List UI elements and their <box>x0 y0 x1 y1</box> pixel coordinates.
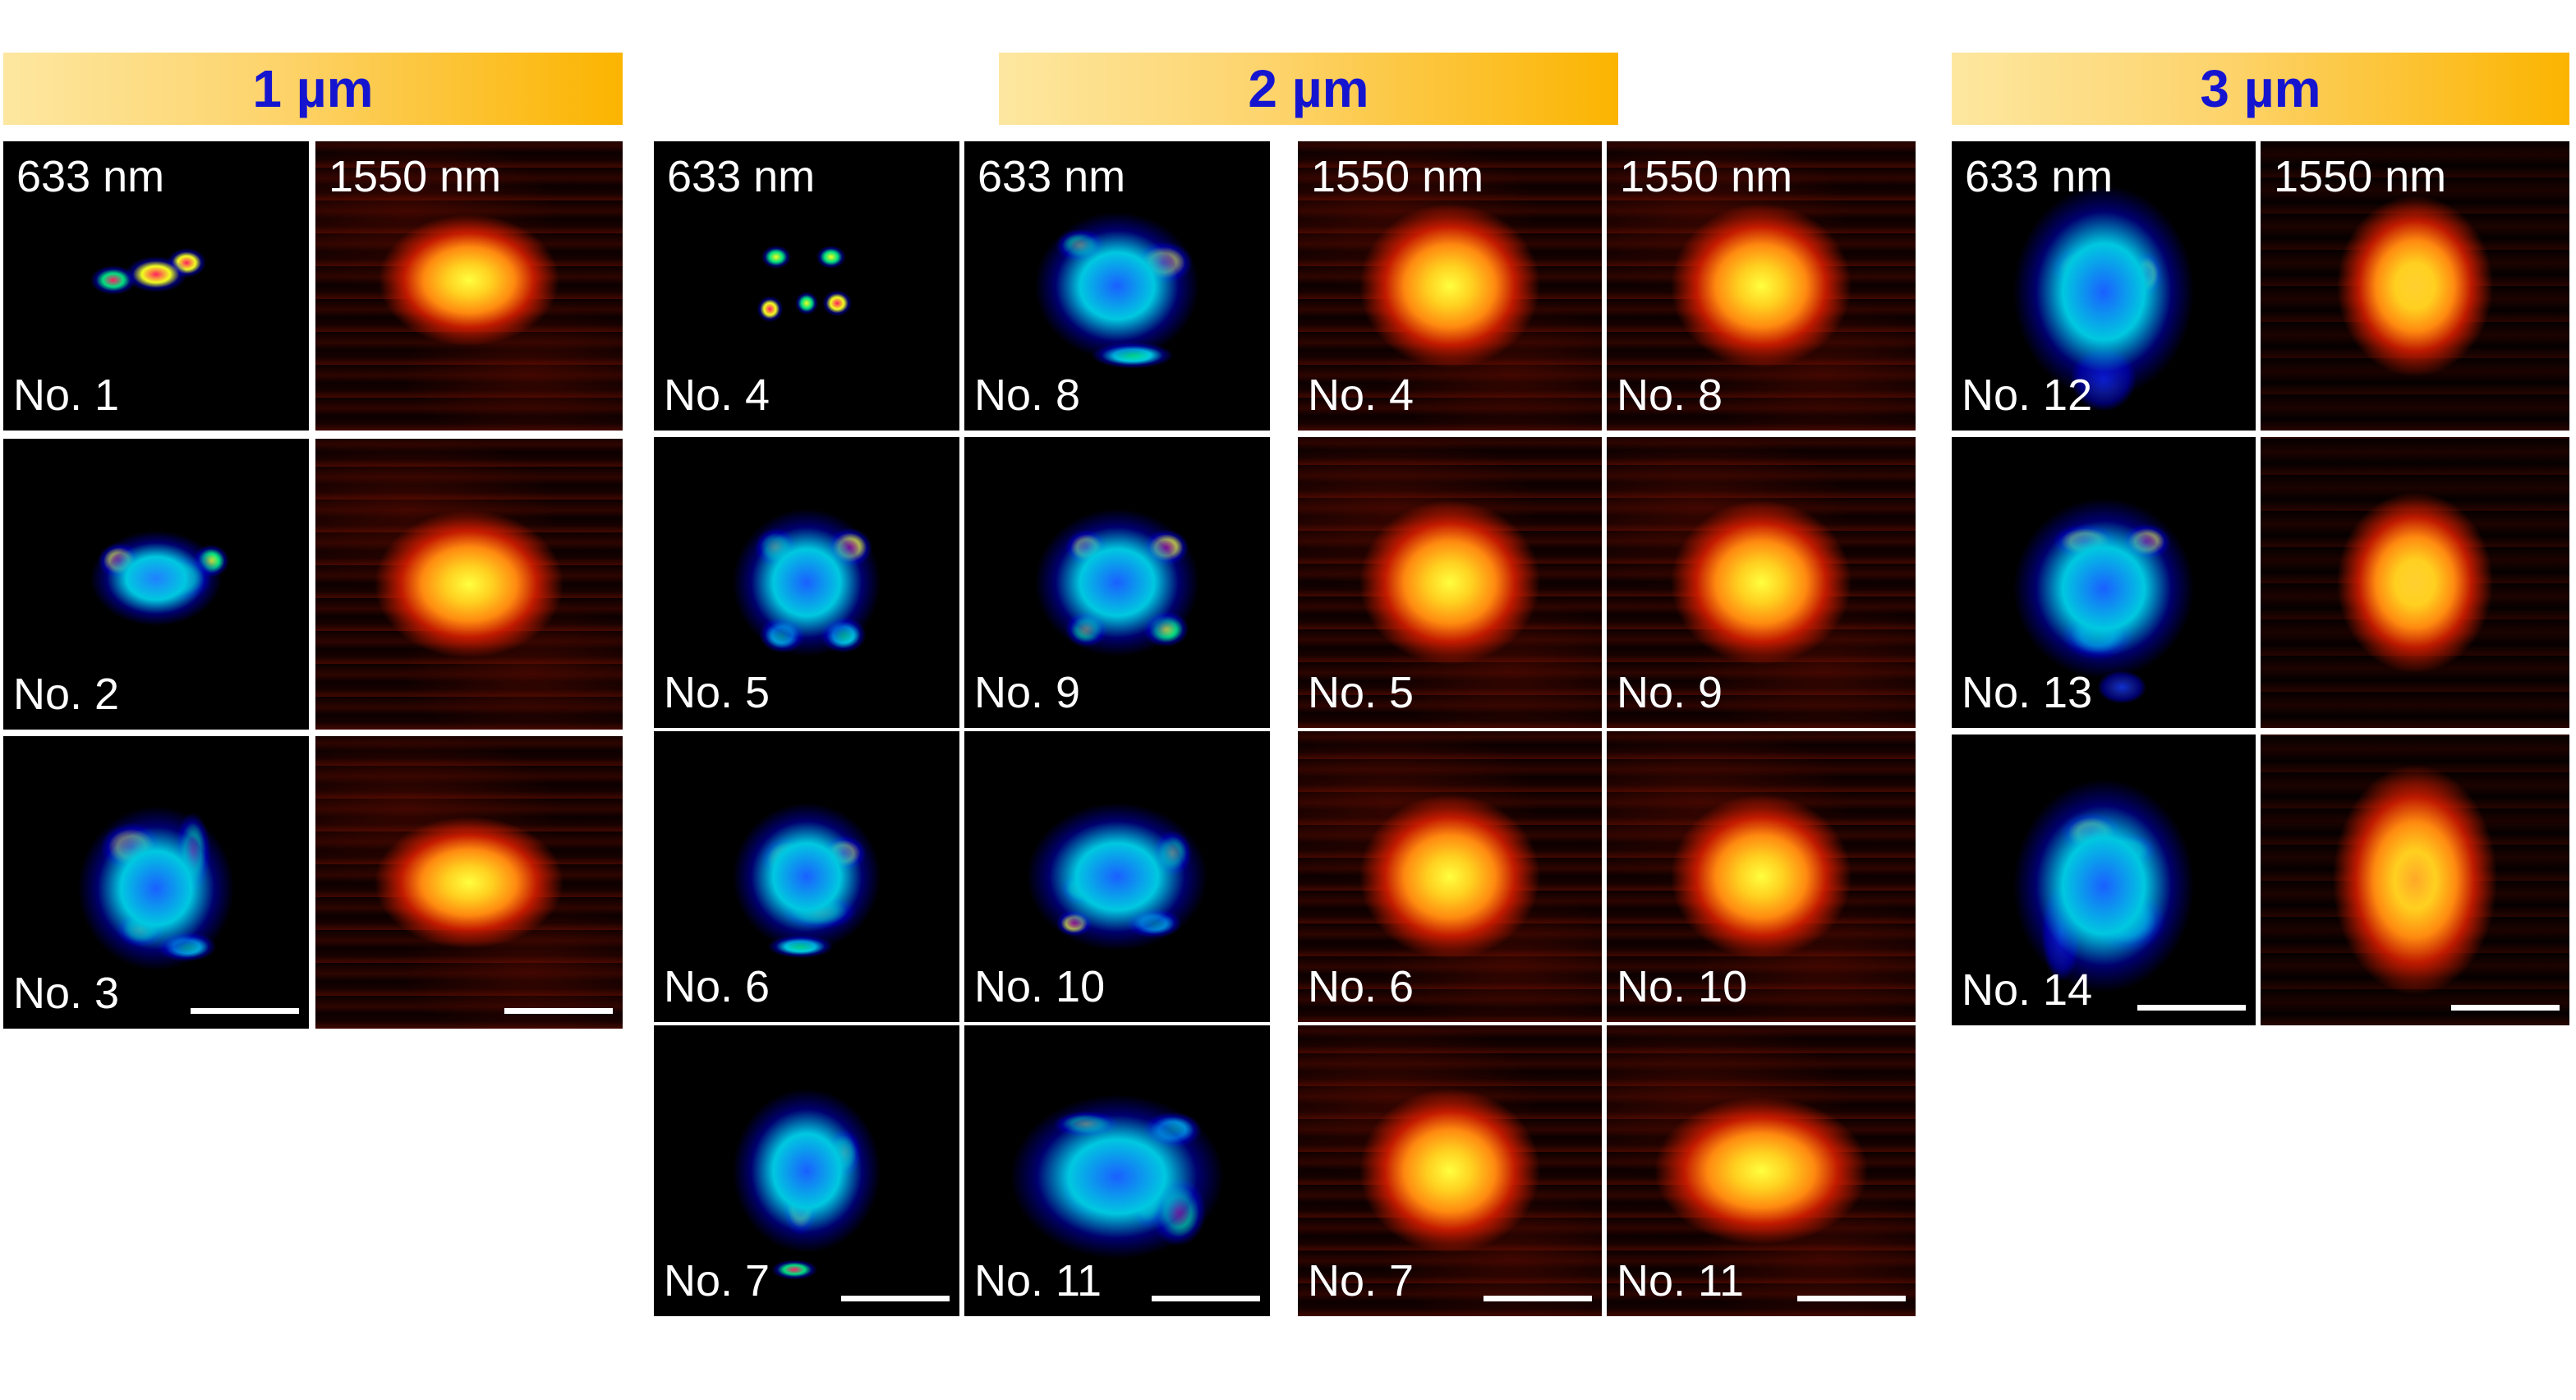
visible-intensity-pattern <box>1952 735 2256 1025</box>
ir-intensity-spot <box>315 141 623 431</box>
sample-number-label: No. 10 <box>1617 962 1748 1011</box>
group-title-1um: 1 µm <box>3 53 623 125</box>
scale-bar <box>2451 1005 2560 1011</box>
image-panel: No. 13 <box>1952 437 2256 728</box>
ir-intensity-spot <box>1298 731 1602 1022</box>
sample-number-label: No. 8 <box>974 371 1081 420</box>
image-panel: 633 nm No. 4 <box>654 141 959 431</box>
ir-intensity-spot <box>2261 735 2569 1025</box>
image-panel: No. 7 <box>654 1025 959 1316</box>
image-panel: 1550 nm No. 4 <box>1298 141 1602 431</box>
scale-bar <box>1484 1296 1592 1301</box>
image-panel: No. 3 <box>3 736 309 1029</box>
ir-intensity-spot <box>1607 141 1916 431</box>
ir-intensity-spot <box>1298 1025 1602 1316</box>
visible-intensity-pattern <box>3 736 309 1029</box>
image-panel: No. 11 <box>964 1025 1270 1316</box>
visible-intensity-pattern <box>1952 437 2256 728</box>
wavelength-label: 1550 nm <box>2274 152 2447 201</box>
image-panel: 633 nm No. 8 <box>964 141 1270 431</box>
sample-number-label: No. 11 <box>1617 1256 1745 1306</box>
sample-number-label: No. 2 <box>13 670 120 719</box>
sample-number-label: No. 9 <box>1617 668 1723 717</box>
ir-intensity-spot <box>2261 141 2569 431</box>
wavelength-label: 1550 nm <box>1620 152 1793 201</box>
sample-number-label: No. 7 <box>664 1256 770 1306</box>
scale-bar <box>504 1008 613 1014</box>
image-panel <box>315 736 623 1029</box>
sample-number-label: No. 6 <box>1308 962 1414 1011</box>
ir-intensity-spot <box>1607 437 1916 728</box>
image-panel: No. 5 <box>1298 437 1602 728</box>
scale-bar <box>1152 1296 1260 1301</box>
ir-intensity-spot <box>1298 141 1602 431</box>
image-panel: No. 6 <box>654 731 959 1022</box>
ir-intensity-spot <box>1298 437 1602 728</box>
visible-intensity-pattern <box>654 1025 959 1316</box>
group-title-2um: 2 µm <box>999 53 1618 125</box>
visible-intensity-pattern <box>3 439 309 730</box>
sample-number-label: No. 9 <box>974 668 1081 717</box>
sample-number-label: No. 4 <box>664 371 770 420</box>
image-panel: 633 nm No. 1 <box>3 141 309 431</box>
ir-intensity-spot <box>2261 437 2569 728</box>
sample-number-label: No. 6 <box>664 962 770 1011</box>
image-panel: No. 14 <box>1952 735 2256 1025</box>
visible-intensity-pattern <box>3 141 309 431</box>
sample-number-label: No. 5 <box>664 668 770 717</box>
image-panel: No. 2 <box>3 439 309 730</box>
sample-number-label: No. 1 <box>13 371 120 420</box>
image-panel: No. 9 <box>964 437 1270 728</box>
image-panel: 1550 nm No. 8 <box>1607 141 1916 431</box>
sample-number-label: No. 5 <box>1308 668 1414 717</box>
image-panel: No. 7 <box>1298 1025 1602 1316</box>
sample-number-label: No. 4 <box>1308 371 1414 420</box>
image-panel: No. 9 <box>1607 437 1916 728</box>
ir-intensity-spot <box>315 439 623 730</box>
visible-intensity-pattern <box>964 141 1270 431</box>
visible-intensity-pattern <box>964 437 1270 728</box>
image-panel: 1550 nm <box>315 141 623 431</box>
sample-number-label: No. 13 <box>1962 668 2093 717</box>
visible-intensity-pattern <box>654 731 959 1022</box>
wavelength-label: 633 nm <box>978 152 1126 201</box>
scale-bar <box>2137 1005 2246 1011</box>
ir-intensity-spot <box>315 736 623 1029</box>
image-panel <box>2261 437 2569 728</box>
wavelength-label: 1550 nm <box>1311 152 1484 201</box>
sample-number-label: No. 7 <box>1308 1256 1414 1306</box>
wavelength-label: 633 nm <box>1965 152 2114 201</box>
wavelength-label: 633 nm <box>16 152 165 201</box>
visible-intensity-pattern <box>654 141 959 431</box>
sample-number-label: No. 12 <box>1962 371 2093 420</box>
image-panel: No. 5 <box>654 437 959 728</box>
wavelength-label: 633 nm <box>667 152 816 201</box>
group-title-3um: 3 µm <box>1952 53 2569 125</box>
scale-bar <box>841 1296 950 1301</box>
wavelength-label: 1550 nm <box>329 152 502 201</box>
ir-intensity-spot <box>1607 731 1916 1022</box>
image-panel: No. 6 <box>1298 731 1602 1022</box>
image-panel: No. 10 <box>964 731 1270 1022</box>
visible-intensity-pattern <box>964 731 1270 1022</box>
sample-number-label: No. 10 <box>974 962 1106 1011</box>
image-panel: No. 10 <box>1607 731 1916 1022</box>
scale-bar <box>1797 1296 1906 1301</box>
visible-intensity-pattern <box>1952 141 2256 431</box>
scale-bar <box>191 1008 299 1014</box>
visible-intensity-pattern <box>654 437 959 728</box>
visible-intensity-pattern <box>964 1025 1270 1316</box>
image-panel <box>2261 735 2569 1025</box>
image-panel: 1550 nm <box>2261 141 2569 431</box>
sample-number-label: No. 3 <box>13 969 120 1018</box>
image-panel <box>315 439 623 730</box>
image-panel: 633 nm No. 12 <box>1952 141 2256 431</box>
sample-number-label: No. 11 <box>974 1256 1102 1306</box>
sample-number-label: No. 14 <box>1962 965 2093 1015</box>
sample-number-label: No. 8 <box>1617 371 1723 420</box>
image-panel: No. 11 <box>1607 1025 1916 1316</box>
ir-intensity-spot <box>1607 1025 1916 1316</box>
